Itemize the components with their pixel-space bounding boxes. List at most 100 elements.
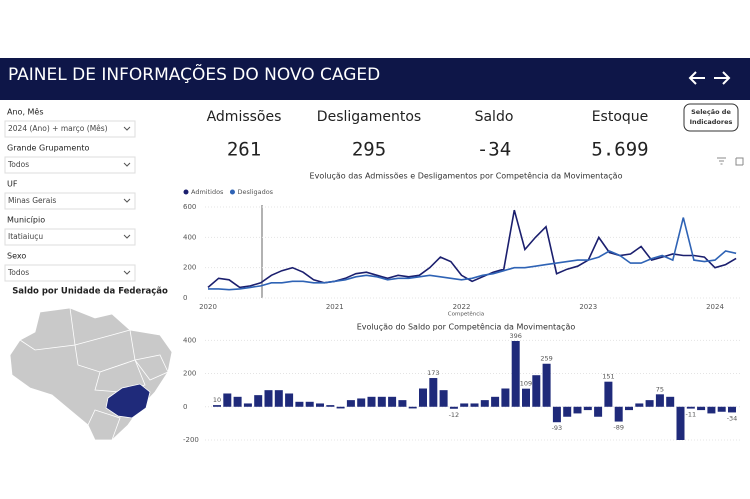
chart-title: Evolução do Saldo por Competência da Mov… (357, 322, 576, 332)
kpi-label: Admissões (207, 109, 282, 125)
data-label: -89 (613, 424, 624, 432)
filter-label: Município (7, 216, 45, 225)
bar (501, 388, 510, 407)
data-label: -34 (727, 414, 738, 422)
data-label: 10 (213, 396, 221, 404)
bar (305, 401, 314, 407)
bar (655, 394, 664, 407)
dropdown[interactable] (4, 264, 136, 282)
bar (285, 393, 294, 407)
bar (357, 398, 366, 407)
visual-icons[interactable] (717, 157, 744, 166)
legend-label[interactable]: Admitidos (191, 188, 224, 196)
bar (522, 388, 530, 407)
filter-icon[interactable] (717, 157, 726, 165)
bar (573, 406, 582, 414)
bar (367, 396, 376, 407)
bar (614, 406, 623, 422)
dropdown-value[interactable]: Itatiaiuçu (8, 232, 43, 241)
forward-arrow[interactable] (714, 71, 731, 85)
nav-arrows[interactable] (688, 71, 731, 85)
bar (480, 400, 489, 407)
bar (460, 403, 469, 407)
bar (717, 406, 726, 412)
indicator-button[interactable] (683, 103, 739, 132)
brazil-map (9, 307, 173, 441)
bar (604, 381, 613, 407)
bar (552, 406, 561, 423)
dropdown[interactable] (4, 156, 136, 174)
bar (326, 405, 335, 407)
bar (408, 406, 417, 409)
data-label: -11 (685, 411, 696, 419)
header-bar (0, 58, 750, 100)
legend-label[interactable]: Desligados (237, 188, 273, 196)
bar (243, 403, 252, 407)
series-line (207, 209, 737, 289)
dropdown[interactable] (4, 120, 136, 138)
bar (697, 406, 706, 411)
bar (583, 406, 592, 411)
bar (213, 405, 221, 407)
data-label: 259 (540, 355, 552, 363)
dropdown-chevron[interactable] (123, 198, 131, 203)
data-label: 396 (509, 332, 521, 340)
map-title: Saldo por Unidade da Federação (12, 287, 168, 297)
series-line (208, 217, 737, 291)
y-tick-label: 400 (183, 233, 196, 241)
filter-label: Ano, Mês (7, 107, 44, 117)
bar (511, 340, 520, 407)
kpi-label: Desligamentos (317, 109, 421, 125)
x-axis-label: Competência (448, 311, 484, 318)
map-region (87, 409, 121, 441)
kpi-label: Saldo (475, 109, 514, 125)
dropdown-value[interactable]: Todos (7, 268, 29, 277)
dropdown-chevron[interactable] (123, 126, 131, 131)
y-tick-label: 200 (183, 264, 196, 272)
y-tick-label: 200 (183, 370, 196, 378)
button-label[interactable]: Indicadores (690, 118, 733, 126)
data-label: 109 (520, 380, 532, 388)
y-tick-label: 600 (183, 203, 196, 211)
bar (563, 406, 572, 417)
dropdown-value[interactable]: 2024 (Ano) + março (Mês) (8, 124, 108, 133)
data-label: -93 (552, 424, 563, 432)
dropdown-chevron[interactable] (123, 162, 131, 167)
kpi-value: 5.699 (591, 139, 648, 161)
x-tick-label: 2020 (199, 303, 217, 311)
data-label: 75 (656, 385, 664, 393)
data-label: 173 (427, 369, 439, 377)
bar (419, 388, 427, 407)
focus-icon[interactable] (735, 157, 744, 166)
bar (377, 396, 386, 407)
bar (254, 395, 263, 407)
legend-marker (229, 189, 235, 195)
bar (666, 396, 675, 407)
back-arrow[interactable] (688, 71, 705, 85)
data-label: 151 (602, 373, 614, 381)
filter-label: Sexo (7, 252, 26, 261)
dropdown[interactable] (4, 228, 136, 246)
bar (264, 390, 273, 407)
bar (388, 396, 397, 407)
bar (625, 406, 633, 411)
y-tick-label: 0 (183, 294, 187, 302)
dropdown-value[interactable]: Minas Gerais (8, 196, 56, 205)
bar (233, 396, 242, 407)
map-selected-region[interactable] (105, 383, 151, 419)
dropdown-chevron[interactable] (123, 270, 131, 275)
dropdown-chevron[interactable] (123, 234, 131, 239)
kpi-label: Estoque (592, 109, 649, 125)
bar (449, 406, 458, 409)
bar (274, 390, 283, 407)
map-region (19, 307, 76, 351)
bar (635, 403, 644, 407)
button-label[interactable]: Seleção de (691, 108, 731, 116)
bar (429, 378, 438, 407)
bar (707, 406, 716, 414)
bar (676, 406, 685, 440)
dropdown[interactable] (4, 192, 136, 210)
bar (532, 375, 541, 407)
dropdown-value[interactable]: Todos (7, 160, 29, 169)
